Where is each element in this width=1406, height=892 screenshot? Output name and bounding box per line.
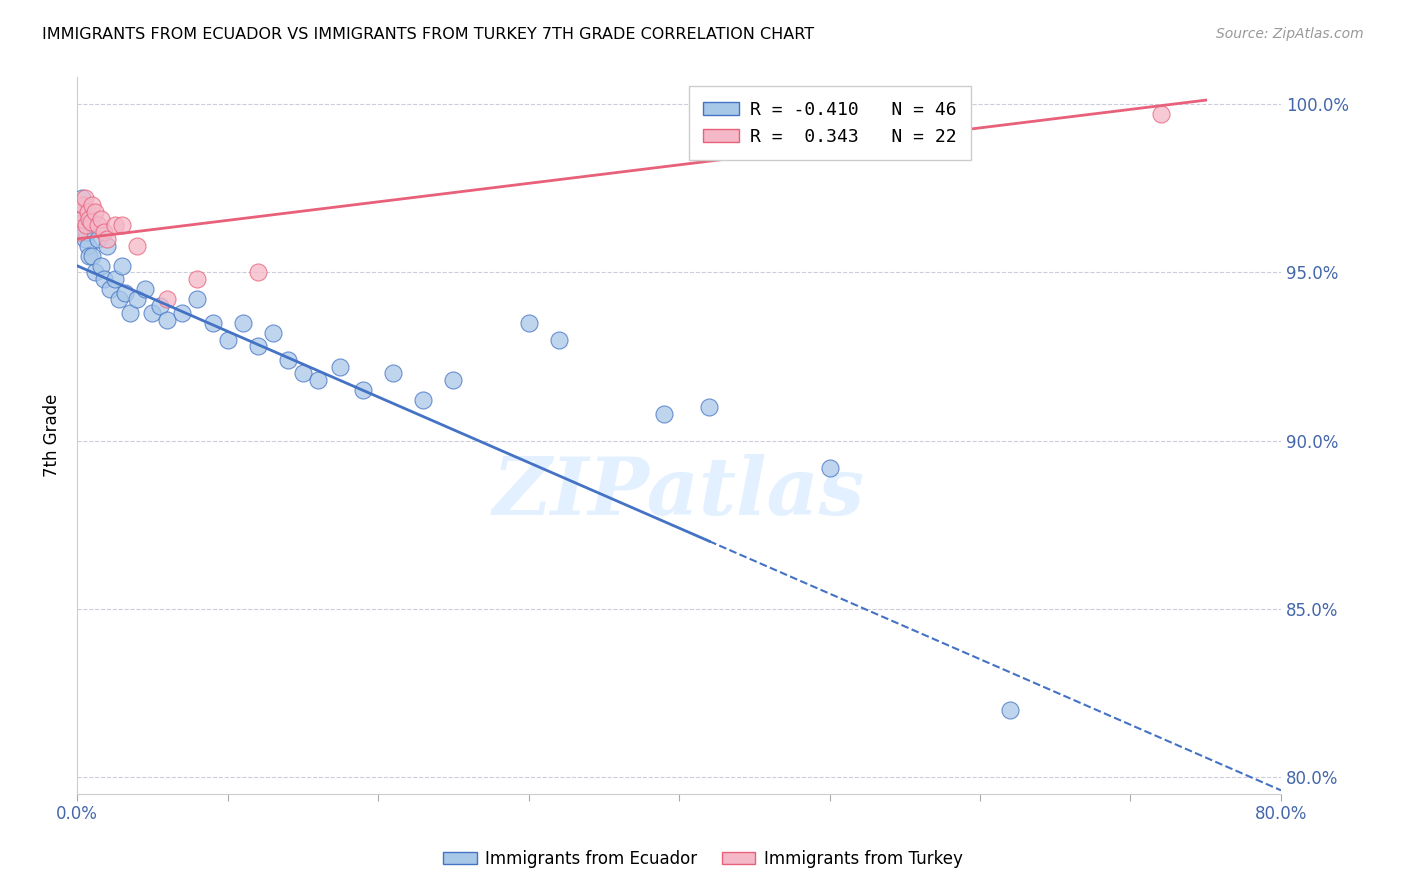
Point xyxy=(90,259,112,273)
Point xyxy=(652,407,675,421)
Point xyxy=(69,205,91,219)
Point xyxy=(111,259,134,273)
Point xyxy=(72,198,94,212)
Point xyxy=(127,293,149,307)
Point xyxy=(291,367,314,381)
Point xyxy=(70,211,93,226)
Point xyxy=(69,205,91,219)
Point xyxy=(134,282,156,296)
Point xyxy=(111,219,134,233)
Point xyxy=(90,211,112,226)
Point xyxy=(818,460,841,475)
Point xyxy=(87,219,110,233)
Point xyxy=(114,285,136,300)
Point xyxy=(77,249,100,263)
Point xyxy=(96,232,118,246)
Point xyxy=(217,333,239,347)
Point xyxy=(186,293,208,307)
Point xyxy=(998,703,1021,717)
Point xyxy=(1149,107,1171,121)
Point xyxy=(232,316,254,330)
Point xyxy=(246,265,269,279)
Point xyxy=(277,352,299,367)
Point xyxy=(93,225,115,239)
Point xyxy=(104,272,127,286)
Point xyxy=(697,400,720,414)
Point xyxy=(87,232,110,246)
Point xyxy=(262,326,284,340)
Point xyxy=(82,198,104,212)
Point xyxy=(186,272,208,286)
Point xyxy=(382,367,405,381)
Point xyxy=(73,192,96,206)
Point xyxy=(84,205,107,219)
Point xyxy=(329,359,352,374)
Point xyxy=(172,306,194,320)
Point xyxy=(72,215,94,229)
Legend: Immigrants from Ecuador, Immigrants from Turkey: Immigrants from Ecuador, Immigrants from… xyxy=(437,844,969,875)
Point xyxy=(76,205,98,219)
Point xyxy=(156,293,179,307)
Point xyxy=(104,219,127,233)
Point xyxy=(108,293,131,307)
Point xyxy=(141,306,163,320)
Point xyxy=(93,272,115,286)
Point xyxy=(441,373,464,387)
Point xyxy=(96,238,118,252)
Point xyxy=(73,232,96,246)
Point xyxy=(412,393,434,408)
Point xyxy=(75,219,97,233)
Point xyxy=(307,373,329,387)
Point xyxy=(67,225,90,239)
Point xyxy=(70,192,93,206)
Point xyxy=(79,215,101,229)
Point xyxy=(84,265,107,279)
Point xyxy=(79,215,101,229)
Point xyxy=(98,282,121,296)
Text: Source: ZipAtlas.com: Source: ZipAtlas.com xyxy=(1216,27,1364,41)
Point xyxy=(246,339,269,353)
Point xyxy=(201,316,224,330)
Point xyxy=(82,249,104,263)
Text: IMMIGRANTS FROM ECUADOR VS IMMIGRANTS FROM TURKEY 7TH GRADE CORRELATION CHART: IMMIGRANTS FROM ECUADOR VS IMMIGRANTS FR… xyxy=(42,27,814,42)
Point xyxy=(517,316,540,330)
Point xyxy=(547,333,569,347)
Point xyxy=(149,299,172,313)
Point xyxy=(75,225,97,239)
Point xyxy=(77,211,100,226)
Point xyxy=(76,238,98,252)
Point xyxy=(127,238,149,252)
Text: ZIPatlas: ZIPatlas xyxy=(494,454,865,532)
Point xyxy=(352,383,374,397)
Legend: R = -0.410   N = 46, R =  0.343   N = 22: R = -0.410 N = 46, R = 0.343 N = 22 xyxy=(689,87,972,161)
Point xyxy=(156,312,179,326)
Y-axis label: 7th Grade: 7th Grade xyxy=(44,394,60,477)
Point xyxy=(118,306,141,320)
